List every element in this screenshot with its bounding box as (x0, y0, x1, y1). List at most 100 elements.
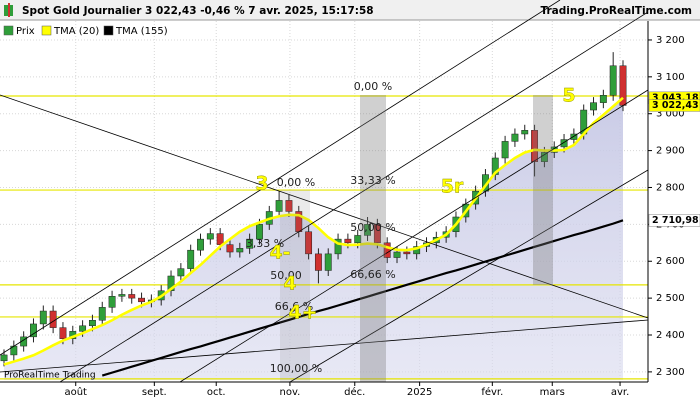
candle-body (354, 235, 362, 244)
candle-body (128, 294, 136, 299)
candle-body (236, 248, 244, 253)
area-fill (4, 97, 623, 380)
price-tag (648, 214, 700, 227)
wave-label: 5 (562, 85, 575, 107)
candle-body (167, 275, 175, 291)
candle-body (246, 238, 254, 249)
y-tick-label: 2 400 (656, 330, 685, 341)
fib-label: 100,00 % (270, 362, 322, 375)
candle-body (364, 224, 371, 236)
candle-body (49, 310, 57, 328)
candle-body (373, 224, 381, 244)
candle-body (305, 231, 313, 255)
candle-body (118, 294, 126, 297)
fib-zone (360, 95, 386, 382)
x-tick-label: févr. (481, 386, 503, 398)
fib-label: 66,6 % (275, 300, 313, 313)
fib-label: 50,00 (270, 269, 302, 282)
x-tick-label: 2025 (407, 387, 432, 398)
legend-label: TMA (20) (53, 26, 99, 37)
candle-body (59, 327, 67, 339)
x-tick-label: août (64, 386, 87, 398)
legend: Prix TMA (20) TMA (155) (3, 25, 168, 37)
fib-label: 50,00 % (350, 221, 395, 234)
fib-label: 3,33 % (246, 237, 284, 250)
indicator-line (3, 96, 624, 366)
fib-zone (280, 190, 310, 382)
x-tick-label: sept. (142, 387, 167, 398)
price-tag (648, 99, 700, 112)
x-tick-label: déc. (344, 386, 365, 398)
price-tag-label: 3 022,43 (652, 100, 699, 111)
candle-body (256, 224, 263, 240)
candle-body (383, 242, 391, 258)
candle-body (138, 297, 145, 303)
candle-body (30, 323, 37, 338)
candle-body (187, 249, 195, 269)
wave-label: 4 (283, 273, 296, 295)
y-axis-panel (648, 21, 700, 382)
candle-body (197, 238, 204, 251)
header-bar (0, 0, 700, 20)
watermark: ProRealTime Trading (4, 371, 96, 381)
wave-label: 5r (441, 176, 464, 198)
candle-body (79, 325, 87, 332)
x-tick-label: avr. (611, 387, 629, 398)
candle-body (501, 141, 509, 159)
trendline (0, 0, 561, 356)
fib-label: 0,00 % (277, 176, 315, 189)
candle-body (0, 354, 8, 362)
trendline (289, 169, 649, 383)
y-tick-label: 2 900 (656, 146, 685, 157)
candle-body (344, 238, 352, 244)
candle-body (403, 251, 411, 255)
plot-area (0, 21, 648, 382)
candle-body (88, 320, 96, 327)
legend-label: Prix (16, 26, 35, 37)
y-tick-label: 2 600 (656, 256, 685, 267)
candle-body (324, 253, 332, 271)
fib-label: 33,33 % (350, 174, 395, 187)
candle-body (226, 244, 234, 253)
candle-body (590, 102, 597, 111)
candle-body (98, 307, 106, 321)
indicator-line (101, 219, 624, 377)
overlay: 0,00 % 33,33 % 50,00 % 66,66 % 100,00 % … (0, 0, 649, 383)
candle-body (177, 268, 185, 277)
trendline (0, 94, 649, 319)
trendline (59, 11, 649, 383)
x-tick-label: oct. (207, 387, 226, 398)
candle-body (560, 139, 568, 148)
candle-body (609, 65, 617, 96)
legend-swatch (41, 25, 52, 36)
legend-label: TMA (155) (115, 26, 168, 37)
wave-label: 4+ (288, 302, 317, 324)
fib-label: 66,66 % (350, 268, 395, 281)
header-source: Trading.ProRealTime.com (540, 5, 692, 17)
candle-body (216, 233, 224, 245)
candle-body (570, 133, 578, 140)
y-tick-label: 3 000 (656, 109, 685, 120)
candle-body (314, 253, 322, 271)
wave-label: 3 (255, 173, 268, 195)
wave-label: 4- (269, 242, 290, 264)
y-tick-label: 3 100 (656, 72, 685, 83)
y-tick-label: 2 800 (656, 182, 685, 193)
x-axis-panel (0, 382, 700, 400)
y-tick-label: 2 500 (656, 293, 685, 304)
candle-body (206, 233, 214, 240)
candle-body (108, 296, 116, 308)
candle-body (511, 133, 519, 142)
candle-body (39, 310, 47, 325)
y-tick-label: 2 300 (656, 367, 685, 378)
candle-body (599, 95, 607, 103)
price-tag-label: 3 043,18 (652, 92, 699, 103)
fib-label: 0,00 % (354, 80, 392, 93)
candle-body (531, 130, 539, 162)
candle-body (393, 251, 401, 258)
candle-body (20, 336, 28, 347)
price-tag-label: 2 710,98 (652, 215, 699, 226)
x-tick-label: nov. (280, 387, 301, 398)
